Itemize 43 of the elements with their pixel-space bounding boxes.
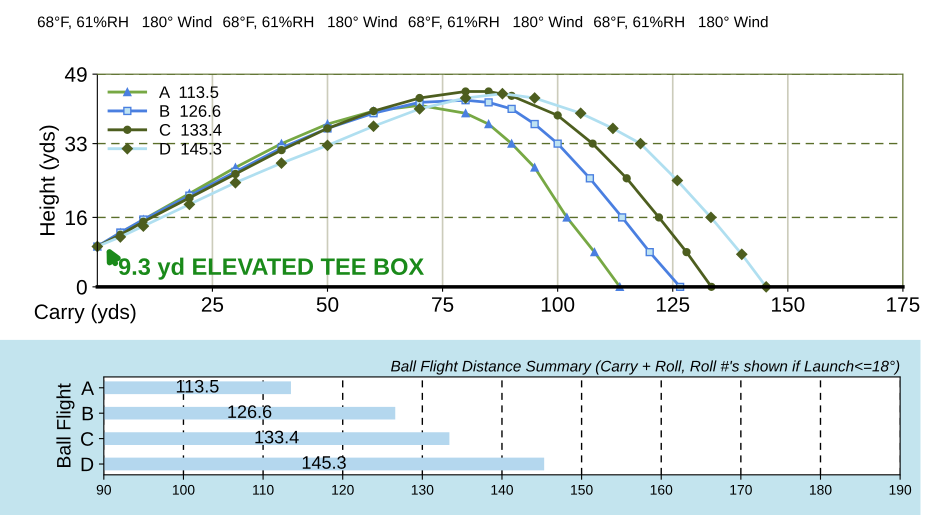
x-tick-label: 190 <box>890 484 912 495</box>
x-tick-label: 140 <box>491 484 514 495</box>
x-tick-label: 160 <box>650 484 672 495</box>
x-tick-label: 90 <box>96 484 112 495</box>
legend-label: A 113.5 <box>159 86 218 98</box>
x-tick-label: 175 <box>887 297 920 312</box>
data-label: 133.4 <box>255 430 299 444</box>
legend-label: D 145.3 <box>160 142 222 155</box>
y-tick-label: C <box>81 432 94 446</box>
y-tick-label: D <box>82 458 94 472</box>
data-label: 145.3 <box>302 456 346 469</box>
x-tick-label: 75 <box>432 297 454 312</box>
y-tick-label: 49 <box>64 67 87 82</box>
x-tick-label: 100 <box>172 484 194 495</box>
chart-title: Ball Flight Distance Summary (Carry + Roll, Roll #'s shown if Launch<=18°) <box>391 360 900 375</box>
x-tick-label: 170 <box>730 484 752 495</box>
text: 68°F, 61%RH 180° Wind <box>594 16 768 30</box>
annotation: 9.3 yd ELEVATED TEE BOX <box>118 258 424 280</box>
x-axis-title: Carry (yds) <box>34 304 136 324</box>
x-tick-label: 120 <box>332 484 354 495</box>
data-label: 126.6 <box>228 405 272 418</box>
legend-label: C 133.4 <box>160 124 222 136</box>
y-tick-label: 16 <box>66 210 87 226</box>
y-tick-label: A <box>81 381 94 395</box>
y-tick-label: 0 <box>76 280 87 295</box>
y-axis-title: Height (yds) <box>39 126 59 235</box>
y-axis-title: Ball Flight <box>56 383 75 467</box>
x-tick-label: 100 <box>542 297 574 312</box>
y-tick-label: B <box>82 406 94 420</box>
x-tick-label: 50 <box>316 297 338 312</box>
legend-label: B 126.6 <box>160 105 220 117</box>
text: 68°F, 61%RH 180° Wind <box>408 16 582 30</box>
text: 68°F, 61%RH 180° Wind <box>223 16 397 30</box>
x-tick-label: 25 <box>202 297 224 312</box>
x-tick-label: 130 <box>412 484 434 495</box>
x-tick-label: 125 <box>656 297 690 312</box>
text: 68°F, 61%RH 180° Wind <box>38 16 212 30</box>
data-label: 113.5 <box>176 380 219 393</box>
x-tick-label: 150 <box>571 484 593 495</box>
x-tick-label: 180 <box>810 484 832 495</box>
y-tick-label: 33 <box>65 136 87 152</box>
x-tick-label: 110 <box>253 484 274 495</box>
x-tick-label: 150 <box>772 297 804 312</box>
